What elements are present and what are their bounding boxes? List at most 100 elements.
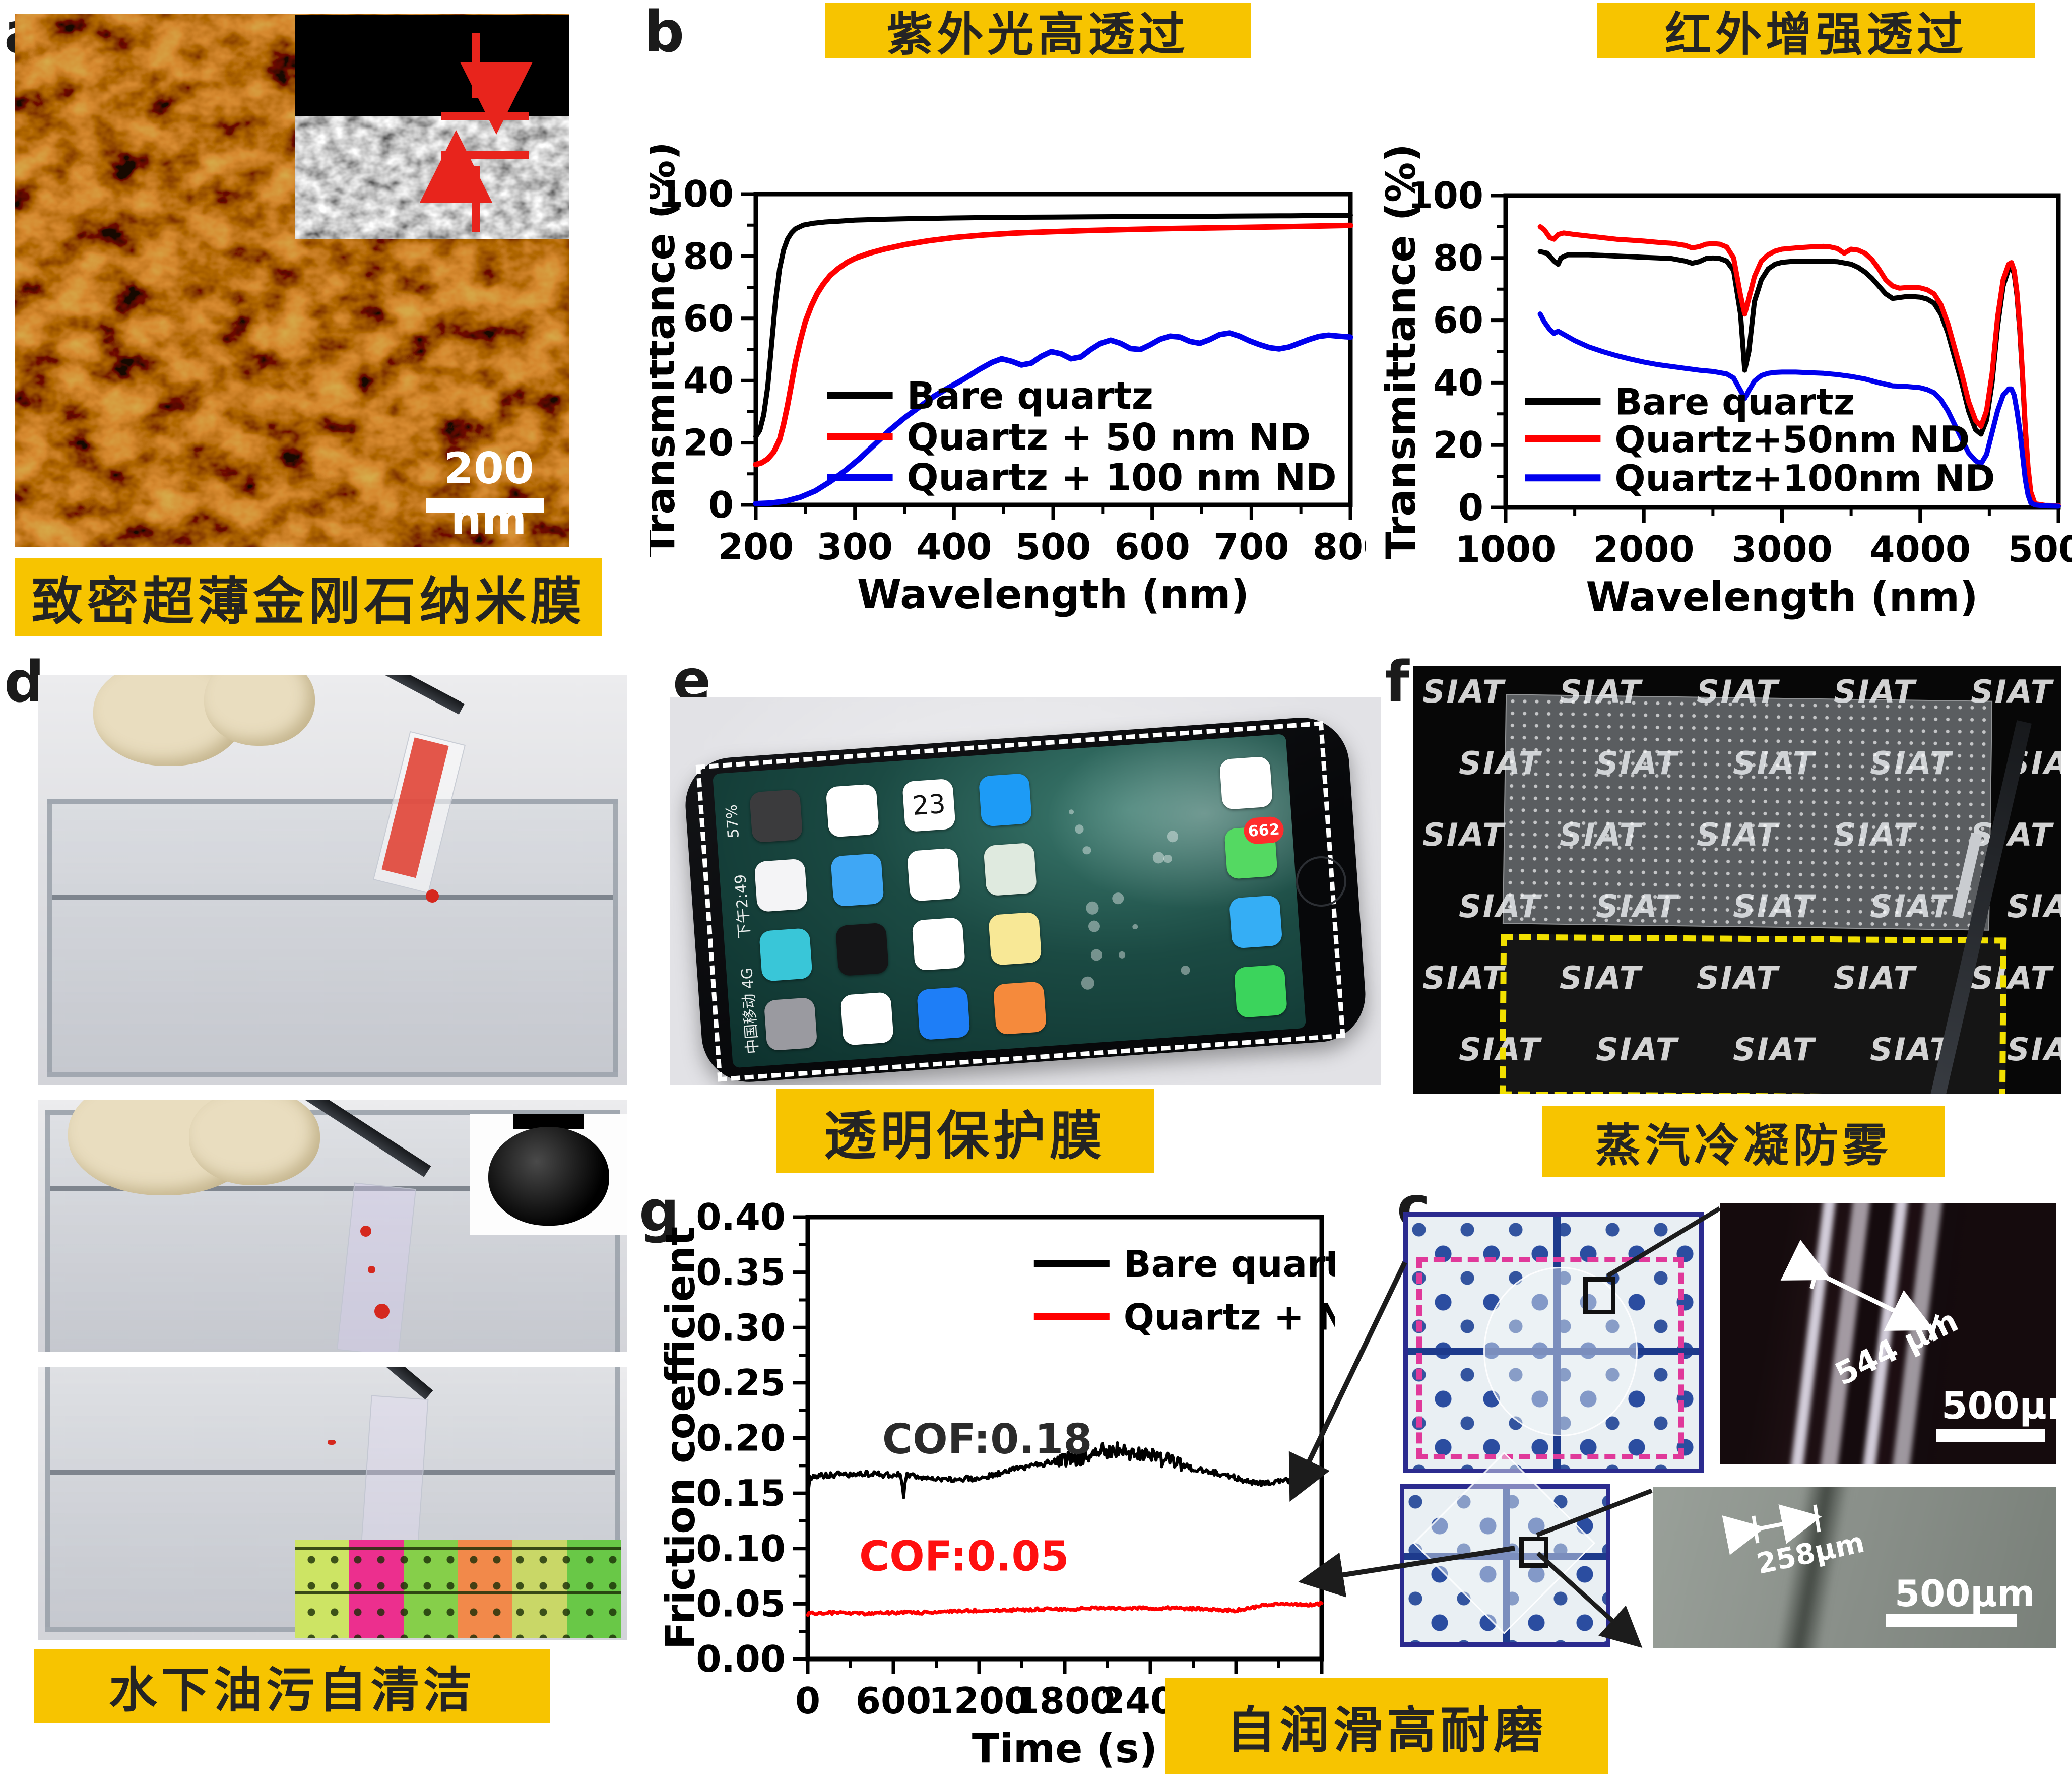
film-thickness-label: 45 nm (443, 109, 569, 239)
ir-chart-title: 红外增强透过 (1597, 3, 2035, 61)
bare-quartz-on-fabric-photo (1403, 1212, 1704, 1473)
coated-quartz-on-fabric-photo (1400, 1451, 1610, 1647)
siat-watermark: SIAT (1733, 1031, 1816, 1068)
siat-watermark: SIAT (1422, 673, 1506, 710)
svg-text:40: 40 (1433, 361, 1483, 404)
panel-d-caption: 水下油污自清洁 (34, 1649, 550, 1723)
svg-text:80: 80 (683, 235, 734, 277)
panel-c-caption: 自润滑高耐磨 (1165, 1678, 1608, 1774)
svg-text:3000: 3000 (1731, 528, 1832, 570)
siat-watermark: SIAT (1697, 960, 1780, 996)
svg-text:600: 600 (856, 1680, 931, 1722)
siat-watermark: SIAT (1834, 960, 1917, 996)
oil-droplet (360, 1226, 371, 1237)
svg-text:0.05: 0.05 (696, 1582, 786, 1625)
panel-e-caption: 透明保护膜 (776, 1089, 1154, 1173)
waterline (50, 1470, 615, 1475)
svg-text:0.15: 0.15 (696, 1472, 786, 1514)
phone-photo: 57% 下午2:49 中国移动 4G 23 662 (670, 697, 1381, 1085)
svg-text:800: 800 (1313, 526, 1366, 568)
svg-text:200: 200 (718, 526, 794, 568)
glass-square (1412, 1451, 1596, 1635)
siat-watermark: SIAT (2007, 888, 2061, 925)
svg-text:0.20: 0.20 (696, 1417, 786, 1459)
tweezers (316, 675, 465, 715)
siat-watermark: SIAT (1422, 960, 1506, 996)
svg-text:Bare quartz: Bare quartz (1124, 1243, 1335, 1285)
antifog-photo: SIAT SIAT SIAT SIAT SIAT SIAT SIAT SIAT SIAT SIAT… (1413, 666, 2061, 1094)
svg-text:Wavelength (nm): Wavelength (nm) (857, 571, 1249, 618)
pink-dashed-region (1416, 1257, 1684, 1459)
panel-d-letter: d (4, 650, 45, 715)
svg-text:0: 0 (708, 484, 734, 526)
svg-text:4000: 4000 (1870, 528, 1971, 570)
fogged-bare-slide (1502, 694, 1993, 931)
svg-text:0.00: 0.00 (696, 1638, 786, 1680)
svg-text:60: 60 (683, 297, 734, 340)
clean-slide-photo (38, 1367, 627, 1640)
oil-slide-above-water-photo (38, 675, 627, 1085)
svg-text:100: 100 (658, 173, 734, 215)
svg-text:1200: 1200 (929, 1680, 1029, 1722)
scalebar (1936, 1429, 2045, 1442)
wear-zoom-square (1583, 1277, 1615, 1314)
svg-text:1000: 1000 (1455, 528, 1556, 570)
siat-watermark: SIAT (1971, 960, 2054, 996)
sem-cross-section-inset: 45 nm (295, 15, 569, 239)
film-dot-grid (295, 1540, 621, 1638)
scalebar (1886, 1614, 2017, 1627)
glove-finger (189, 1100, 320, 1185)
svg-text:COF:0.18: COF:0.18 (882, 1416, 1092, 1463)
svg-text:0: 0 (795, 1680, 820, 1722)
siat-watermark: SIAT (1422, 816, 1506, 853)
sem-texture (295, 15, 569, 239)
wear-track-micrograph-bare: 544 μm 500μm (1720, 1203, 2056, 1464)
svg-text:0.30: 0.30 (696, 1306, 786, 1349)
waterline (52, 895, 613, 900)
svg-text:500: 500 (1015, 526, 1091, 568)
friction-chart: 0600120018002400300036000.000.050.100.15… (650, 1189, 1377, 1774)
svg-text:40: 40 (683, 359, 734, 402)
panel-a-caption: 致密超薄金刚石纳米膜 (15, 558, 602, 636)
svg-text:Quartz + 50 nm ND: Quartz + 50 nm ND (907, 416, 1311, 459)
svg-text:20: 20 (1433, 424, 1483, 466)
svg-text:1800: 1800 (1014, 1680, 1115, 1722)
wear-zoom-square (1519, 1537, 1548, 1568)
svg-text:600: 600 (1115, 526, 1190, 568)
svg-text:COF:0.05: COF:0.05 (859, 1533, 1069, 1581)
oil-droplet-profile (488, 1127, 609, 1226)
glass-disc (1483, 1267, 1638, 1436)
wear-width-arrow (1780, 1239, 1939, 1341)
svg-text:Wavelength (nm): Wavelength (nm) (1586, 573, 1978, 620)
contact-angle-inset (470, 1114, 627, 1235)
svg-text:400: 400 (916, 526, 992, 568)
svg-text:100: 100 (1408, 174, 1483, 217)
scalebar-label: 500μm (1941, 1384, 2056, 1428)
floating-oil (328, 1440, 336, 1445)
svg-text:0.35: 0.35 (696, 1251, 786, 1294)
panel-g-letter: g (639, 1179, 680, 1244)
iphone: 57% 下午2:49 中国移动 4G 23 662 (682, 714, 1369, 1085)
scalebar-label: 500μm (1895, 1572, 2035, 1615)
siat-watermark: SIAT (1459, 1031, 1542, 1068)
glove-finger (204, 675, 315, 746)
svg-text:20: 20 (683, 422, 734, 464)
siat-watermark: SIAT (1596, 1031, 1679, 1068)
svg-text:700: 700 (1213, 526, 1289, 568)
svg-text:0.10: 0.10 (696, 1527, 786, 1570)
svg-text:Quartz + ND: Quartz + ND (1124, 1296, 1335, 1338)
oil-droplet (374, 1304, 390, 1319)
svg-text:0.40: 0.40 (696, 1196, 786, 1238)
panel-b-letter: b (644, 0, 685, 65)
svg-text:Quartz + 100 nm ND: Quartz + 100 nm ND (907, 456, 1337, 499)
svg-text:300: 300 (817, 526, 893, 568)
uv-chart-title: 紫外光高透过 (825, 3, 1251, 61)
svg-text:Transmittance (%): Transmittance (%) (650, 142, 684, 557)
oil-drop (426, 889, 439, 903)
siat-watermark: SIAT (2007, 1031, 2061, 1068)
water-tank (47, 799, 618, 1077)
siat-watermark: SIAT (1560, 960, 1643, 996)
